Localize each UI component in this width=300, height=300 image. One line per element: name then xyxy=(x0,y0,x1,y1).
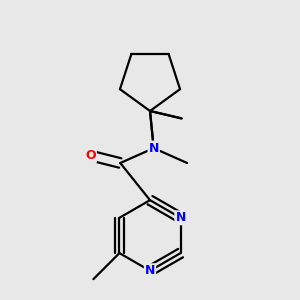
Text: O: O xyxy=(85,149,96,162)
Text: N: N xyxy=(176,211,186,224)
Text: N: N xyxy=(145,264,155,277)
Text: N: N xyxy=(148,142,159,154)
